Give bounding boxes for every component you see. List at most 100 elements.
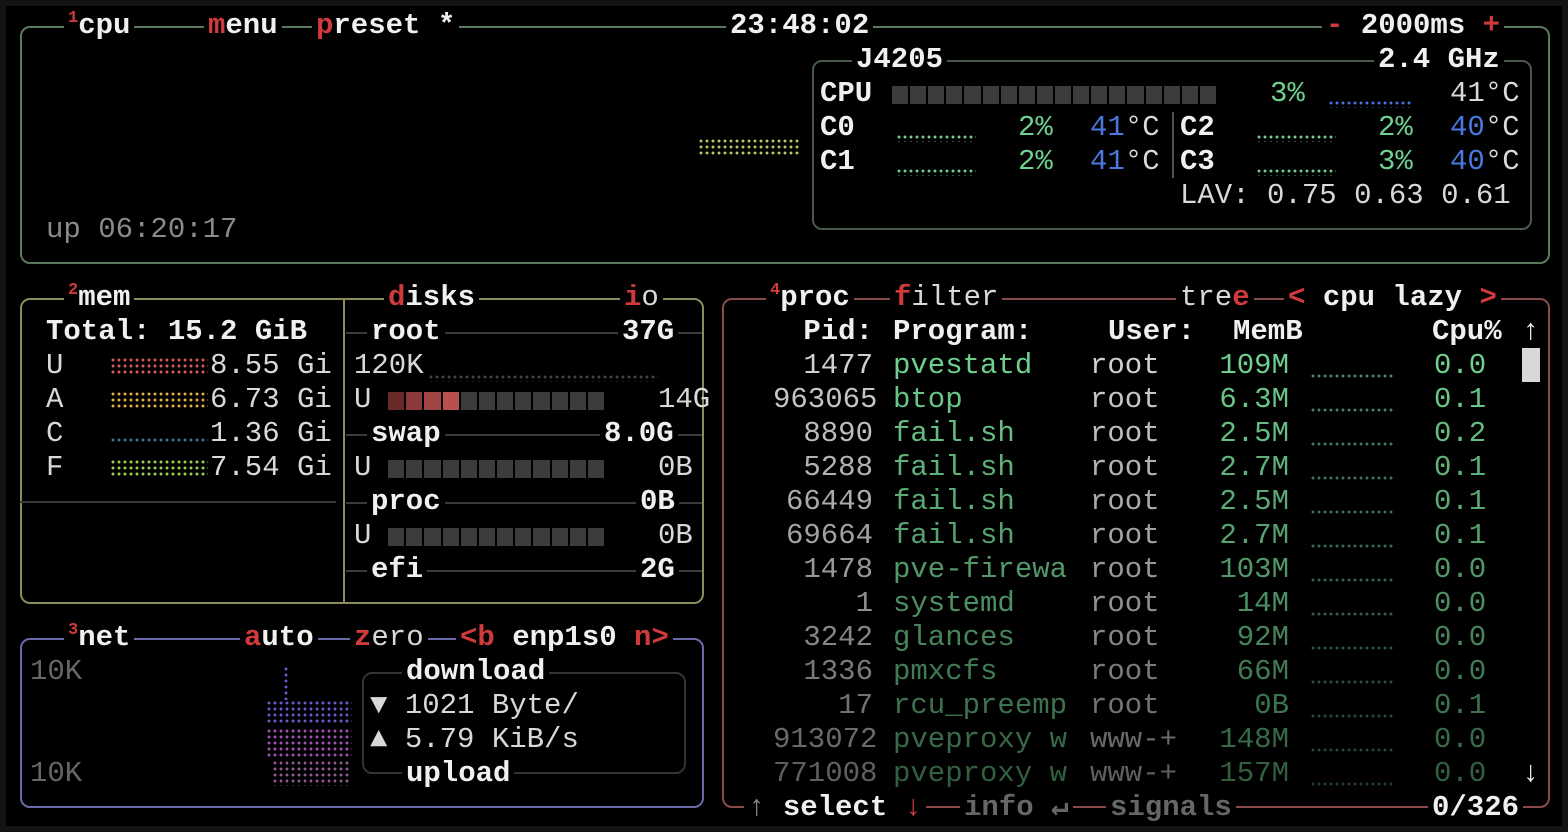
process-mem: 2.5M	[1219, 485, 1289, 518]
process-mem: 148M	[1219, 723, 1289, 756]
temp-value: 41	[1090, 111, 1125, 144]
mem-row-value: 8.55 Gi	[210, 349, 332, 382]
bar-segment	[388, 392, 405, 410]
process-row[interactable]: 3242 glances root 92M 0.0	[730, 621, 1510, 655]
mem-panel-title[interactable]: 2mem	[64, 281, 135, 315]
temp-value: 41	[1090, 145, 1125, 178]
io-toggle[interactable]: io	[620, 281, 663, 315]
process-row[interactable]: 17 rcu_preemp root 0B 0.1	[730, 689, 1510, 723]
process-row[interactable]: 771008 pveproxy w www-+ 157M 0.0	[730, 757, 1510, 791]
process-cpu: 0.0	[1434, 349, 1487, 382]
disks-toggle[interactable]: disks	[384, 281, 480, 315]
process-cpu: 0.1	[1434, 689, 1487, 722]
process-row[interactable]: 69664 fail.sh root 2.7M 0.1	[730, 519, 1510, 553]
process-user: www-+	[1090, 723, 1178, 756]
process-row[interactable]: 1 systemd root 14M 0.0	[730, 587, 1510, 621]
next-interface-button[interactable]: n>	[634, 621, 669, 654]
bar-segment	[551, 392, 568, 410]
zero-button[interactable]: zero	[350, 621, 428, 655]
bar-segment	[515, 528, 532, 546]
auto-scale-toggle[interactable]: auto	[240, 621, 318, 655]
process-count: 0/326	[1428, 791, 1524, 825]
net-panel-title[interactable]: 3net	[64, 621, 135, 655]
panel-number: 3	[68, 621, 79, 640]
signals-button[interactable]: signals	[1106, 791, 1236, 825]
info-button[interactable]: info ↵	[960, 791, 1073, 825]
hotkey: a	[244, 621, 262, 654]
core-percent: 2%	[1018, 111, 1053, 144]
process-row[interactable]: 8890 fail.sh root 2.5M 0.2	[730, 417, 1510, 451]
process-row[interactable]: 66449 fail.sh root 2.5M 0.1	[730, 485, 1510, 519]
sort-value: cpu lazy	[1322, 281, 1463, 314]
process-user: root	[1090, 485, 1160, 518]
scroll-down-button[interactable]: ↓	[1522, 757, 1540, 790]
process-row[interactable]: 1478 pve-firewa root 103M 0.0	[730, 553, 1510, 587]
process-cpu: 0.1	[1434, 519, 1487, 552]
scroll-up-button[interactable]: ↑	[1522, 315, 1540, 348]
cpu-graph	[698, 138, 800, 156]
down-arrow-icon: ↓	[904, 791, 923, 824]
process-row[interactable]: 1336 pmxcfs root 66M 0.0	[730, 655, 1510, 689]
process-cpu-graph	[1310, 475, 1394, 481]
label: reset *	[333, 9, 456, 42]
mem-row-value: 6.73 Gi	[210, 383, 332, 416]
header-cpu[interactable]: Cpu%	[1432, 315, 1502, 348]
process-row[interactable]: 913072 pveproxy w www-+ 148M 0.0	[730, 723, 1510, 757]
core-temp: 41°C	[1090, 111, 1160, 145]
disk-separator	[346, 502, 702, 504]
process-user: root	[1090, 383, 1160, 416]
label: o	[641, 281, 659, 314]
mem-total: Total: 15.2 GiB	[46, 315, 308, 348]
process-program: btop	[893, 383, 963, 416]
preset-button[interactable]: preset *	[312, 9, 460, 43]
increase-rate-button[interactable]: +	[1482, 9, 1501, 42]
process-pid: 1336	[803, 655, 873, 688]
process-row[interactable]: 5288 fail.sh root 2.7M 0.1	[730, 451, 1510, 485]
bar-segment	[424, 460, 441, 478]
process-row[interactable]: 963065 btop root 6.3M 0.1	[730, 383, 1510, 417]
label: ilter	[911, 281, 999, 314]
disk-used: 0B	[658, 519, 693, 552]
core-percent: 2%	[1018, 145, 1053, 178]
cpu-frequency: 2.4 GHz	[1374, 43, 1504, 77]
filter-button[interactable]: filter	[890, 281, 1003, 315]
disk-size: 2G	[636, 553, 679, 587]
cpu-panel-title[interactable]: 1cpu	[64, 9, 135, 43]
mem-row-label: C	[46, 417, 64, 450]
core-graph	[1256, 134, 1336, 142]
bar-segment	[388, 528, 405, 546]
scrollbar-thumb[interactable]	[1522, 348, 1540, 382]
disk-io: 120K	[354, 349, 424, 382]
tree-toggle[interactable]: tree	[1176, 281, 1254, 315]
header-pid[interactable]: Pid:	[803, 315, 873, 348]
sort-prev-button[interactable]: <	[1288, 281, 1306, 314]
header-user[interactable]: User:	[1108, 315, 1196, 348]
process-user: root	[1090, 587, 1160, 620]
bar-segment	[442, 392, 459, 410]
download-rate: ▼ 1021 Byte/	[370, 689, 579, 723]
decrease-rate-button[interactable]: -	[1326, 9, 1344, 42]
hotkey: f	[894, 281, 912, 314]
menu-button[interactable]: menu	[204, 9, 282, 43]
disk-used-bar	[388, 460, 605, 478]
upload-graph	[266, 728, 352, 758]
label: select	[782, 791, 888, 824]
header-mem[interactable]: MemB	[1233, 315, 1303, 348]
proc-panel-title[interactable]: 4proc	[766, 281, 854, 315]
select-control[interactable]: ↑ select ↓	[744, 791, 927, 825]
header-program[interactable]: Program:	[893, 315, 1033, 348]
disk-size: 37G	[618, 315, 679, 349]
sort-next-button[interactable]: >	[1479, 281, 1497, 314]
process-row[interactable]: 1477 pvestatd root 109M 0.0	[730, 349, 1510, 383]
hotkey: e	[1232, 281, 1250, 314]
prev-interface-button[interactable]: <b	[460, 621, 495, 654]
interface-selector: <b enp1s0 n>	[456, 621, 673, 655]
bar-segment	[406, 392, 423, 410]
disk-separator	[346, 332, 702, 334]
bar-segment	[460, 392, 477, 410]
hotkey: m	[208, 9, 226, 42]
process-cpu-graph	[1310, 645, 1394, 651]
core-graph	[896, 168, 976, 176]
process-mem: 2.7M	[1219, 519, 1289, 552]
process-user: root	[1090, 621, 1160, 654]
